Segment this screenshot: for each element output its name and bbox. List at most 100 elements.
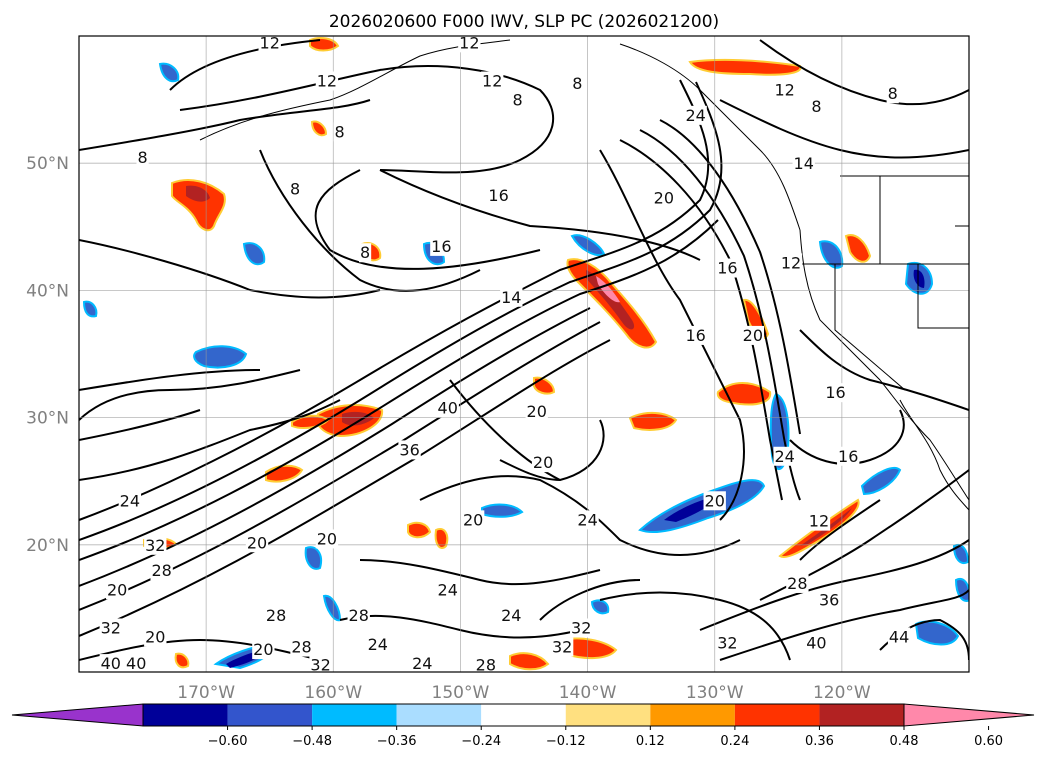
- contour-label-background: [144, 535, 167, 555]
- anomaly-patch-negative: [913, 269, 925, 288]
- coastline-baja: [899, 399, 969, 511]
- state-border: [790, 263, 906, 391]
- contour-line: [799, 329, 969, 411]
- colorbar-bin: [734, 704, 820, 726]
- contour-label-background: [807, 511, 831, 531]
- anomaly-patch-positive: [596, 276, 620, 303]
- contour-label-background: [144, 627, 167, 647]
- contour-label-background: [315, 529, 339, 549]
- contour-line: [79, 409, 201, 441]
- contour-value-label: 24: [120, 491, 140, 510]
- contour-value-label: 16: [431, 237, 451, 256]
- contour-value-label: 20: [654, 189, 674, 208]
- contour-line: [499, 459, 561, 481]
- contour-label-background: [550, 637, 574, 657]
- contour-value-label: 24: [685, 106, 705, 125]
- colorbar-bin: [650, 704, 735, 726]
- contour-value-label: 14: [501, 288, 521, 307]
- contour-label-background: [824, 383, 847, 403]
- contour-label-background: [118, 491, 142, 511]
- contour-label-background: [500, 287, 523, 307]
- contour-label-background: [125, 654, 148, 672]
- contour-line: [79, 239, 381, 299]
- colorbar-bin: [312, 704, 397, 726]
- contour-line: [169, 39, 321, 91]
- contour-label-background: [786, 573, 809, 593]
- contour-value-label: 8: [513, 91, 523, 110]
- lon-tick-label: 120°W: [813, 683, 871, 703]
- contour-label-background: [652, 188, 676, 208]
- contour-label-background: [684, 325, 707, 345]
- contour-label-background: [347, 605, 370, 625]
- contour-value-label: 16: [685, 326, 705, 345]
- contour-value-label: 20: [253, 640, 273, 659]
- contour-label-background: [500, 605, 523, 625]
- contour-label-background: [333, 122, 346, 142]
- lon-tick-label: 160°W: [304, 683, 362, 703]
- colorbar-bin: [143, 704, 228, 726]
- contour-value-label: 12: [482, 72, 502, 91]
- contour-label-background: [773, 446, 796, 466]
- contour-label-background: [252, 640, 275, 660]
- colorbar-tick-label: −0.12: [546, 734, 586, 749]
- contour-value-label: 24: [412, 654, 432, 673]
- coastline-alaska-panhandle: [619, 43, 801, 231]
- map-title: 2026020600 F000 IWV, SLP PC (2026021200): [329, 12, 719, 32]
- contour-label-background: [458, 36, 481, 53]
- contour-value-label: 8: [888, 84, 898, 103]
- contour-line: [314, 169, 541, 270]
- contour-label-background: [779, 253, 803, 273]
- contour-label-background: [150, 561, 173, 581]
- contour-value-label: 20: [247, 533, 267, 552]
- contour-label-background: [245, 533, 269, 553]
- contour-label-background: [511, 90, 524, 110]
- colorbar-extend-high: [903, 703, 1035, 727]
- contour-value-label: 24: [577, 510, 597, 529]
- anomaly-patch-negative: [481, 503, 524, 518]
- contour-value-label: 8: [137, 148, 147, 167]
- contour-label-background: [837, 446, 860, 466]
- anomaly-patch-positive: [844, 234, 872, 263]
- contour-label-background: [258, 36, 281, 53]
- contour-line: [339, 614, 581, 639]
- map-frame: [78, 35, 970, 673]
- contour-value-label: 8: [335, 122, 345, 141]
- anomaly-patch-negative: [570, 234, 606, 256]
- colorbar: −0.60 −0.48 −0.36 −0.24 −0.12 0.12 0.24 0.36 0.4…: [11, 703, 1035, 749]
- contour-label-background: [366, 635, 389, 655]
- contour-line: [719, 99, 969, 159]
- anomaly-patch-negative: [82, 300, 98, 318]
- anomaly-patch-negative: [860, 467, 902, 496]
- contour-label-background: [886, 84, 899, 104]
- anomaly-patch-positive: [171, 179, 226, 232]
- contour-value-label: 20: [527, 402, 547, 421]
- anomaly-patch-positive: [342, 411, 374, 426]
- lon-tick-label: 140°W: [559, 683, 617, 703]
- contour-label-background: [99, 654, 122, 672]
- contour-line: [359, 559, 601, 586]
- contour-value-label: 24: [438, 580, 458, 599]
- contour-value-label: 32: [717, 634, 737, 653]
- contour-value-label: 40: [101, 654, 121, 673]
- lat-lon-gridlines: [79, 36, 969, 672]
- contour-value-label: 20: [743, 326, 763, 345]
- colorbar-bin: [396, 704, 482, 726]
- lon-tick-label: 170°W: [177, 683, 235, 703]
- anomaly-patch-positive: [174, 652, 190, 669]
- slp-contour-layer: [79, 39, 969, 661]
- anomaly-patch-positive: [586, 270, 635, 330]
- contour-value-label: 8: [572, 74, 582, 93]
- contour-label-background: [474, 655, 498, 672]
- colorbar-bin: [481, 704, 566, 726]
- contour-value-label: 16: [488, 186, 508, 205]
- contour-label-background: [525, 402, 548, 422]
- colorbar-tick-label: 0.12: [636, 734, 665, 749]
- contour-value-label: 8: [290, 180, 300, 199]
- contour-value-label: 40: [438, 398, 458, 417]
- colorbar-tick-label: 0.24: [720, 734, 749, 749]
- contour-line: [379, 169, 701, 261]
- anomaly-patch-positive: [407, 521, 432, 539]
- anomaly-patch-positive: [716, 382, 772, 406]
- contour-label-background: [398, 440, 421, 460]
